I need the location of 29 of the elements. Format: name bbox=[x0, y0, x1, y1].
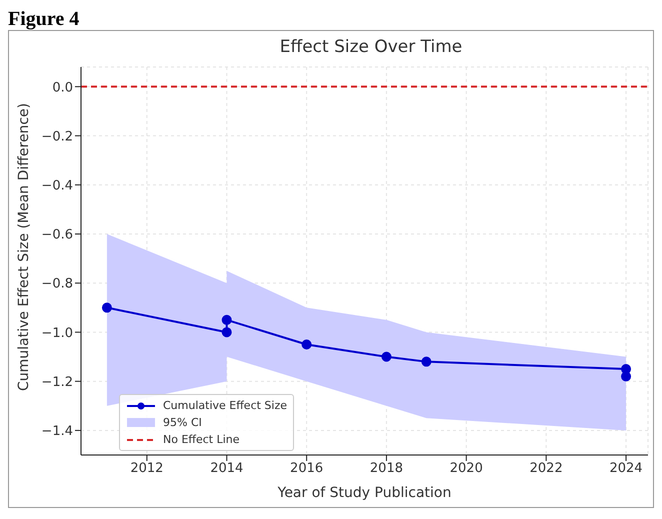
y-tick-label: −1.4 bbox=[41, 424, 73, 440]
legend-label: No Effect Line bbox=[163, 433, 240, 446]
x-tick-label: 2024 bbox=[609, 461, 643, 476]
y-tick-label: −1.0 bbox=[41, 326, 73, 341]
legend-label: Cumulative Effect Size bbox=[163, 399, 288, 412]
y-tick-label: −0.4 bbox=[41, 178, 73, 194]
x-tick-label: 2016 bbox=[290, 461, 324, 476]
y-tick-label: −1.2 bbox=[41, 374, 73, 390]
y-tick-label: 0.0 bbox=[52, 80, 73, 96]
x-tick-label: 2022 bbox=[530, 461, 563, 476]
y-tick-label: −0.8 bbox=[41, 276, 73, 292]
point bbox=[222, 327, 232, 338]
caption: Figure 4 bbox=[8, 8, 80, 30]
annotation: 95% CI bbox=[163, 416, 202, 429]
point bbox=[222, 314, 232, 325]
x-tick-label: 2012 bbox=[130, 461, 164, 476]
y-tick-label: −0.6 bbox=[41, 228, 73, 243]
x-axis-title: Year of Study Publication bbox=[276, 485, 452, 501]
point bbox=[621, 371, 632, 382]
point bbox=[302, 339, 312, 350]
chart-title: Effect Size Over Time bbox=[278, 37, 464, 57]
y-tick-label: −0.2 bbox=[41, 129, 73, 144]
point bbox=[102, 302, 112, 313]
x-tick-label: 2020 bbox=[450, 461, 483, 476]
x-tick-label: 2018 bbox=[370, 461, 404, 476]
point bbox=[421, 356, 432, 367]
x-tick-label: 2014 bbox=[210, 461, 244, 476]
y-axis-title: Cumulative Effect Size (Mean Difference) bbox=[16, 103, 32, 391]
point bbox=[381, 352, 392, 362]
